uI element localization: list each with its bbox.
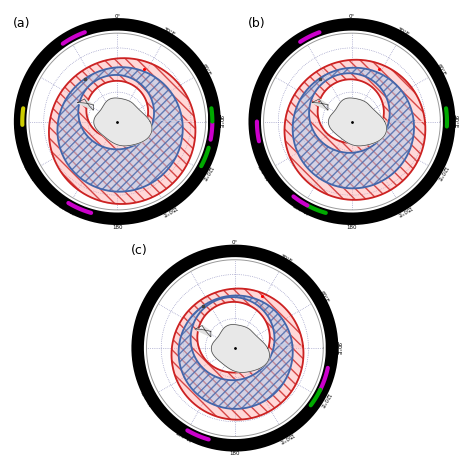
Polygon shape [328, 98, 387, 146]
Polygon shape [284, 60, 425, 200]
Polygon shape [179, 295, 293, 409]
Polygon shape [49, 58, 195, 204]
Text: 30°E: 30°E [162, 27, 176, 38]
Text: 90°W: 90°W [129, 340, 135, 356]
Text: 30°E: 30°E [279, 253, 293, 264]
Polygon shape [211, 325, 270, 372]
Text: 150°W: 150°W [291, 204, 310, 218]
Text: 150°E: 150°E [160, 204, 177, 217]
Text: 150°W: 150°W [174, 430, 193, 444]
Polygon shape [172, 288, 303, 420]
Polygon shape [195, 326, 211, 337]
Text: (b): (b) [247, 17, 265, 30]
Text: 60°E: 60°E [201, 63, 212, 77]
Text: 30°W: 30°W [292, 26, 308, 38]
Text: 120°E: 120°E [318, 391, 330, 408]
Text: 180: 180 [346, 225, 357, 229]
Text: 30°W: 30°W [175, 253, 191, 265]
Text: 120°W: 120°W [21, 164, 35, 182]
Text: (a): (a) [13, 17, 30, 30]
Text: 120°W: 120°W [256, 164, 270, 182]
Text: (c): (c) [130, 244, 147, 257]
Polygon shape [77, 99, 93, 110]
Text: 0°: 0° [232, 240, 238, 245]
Text: 150°E: 150°E [395, 204, 412, 217]
Text: 120°E: 120°E [200, 165, 213, 181]
Text: 90°W: 90°W [12, 114, 17, 129]
Text: 90°W: 90°W [246, 114, 252, 129]
Text: 90°E: 90°E [335, 342, 340, 354]
Text: 30°E: 30°E [396, 27, 410, 38]
Text: 150°E: 150°E [278, 431, 295, 444]
Text: 120°E: 120°E [435, 165, 447, 181]
Text: 60°W: 60°W [22, 62, 34, 78]
Polygon shape [312, 99, 328, 110]
Text: 0°: 0° [114, 14, 120, 18]
Text: 180: 180 [112, 225, 123, 229]
Text: 90°E: 90°E [218, 115, 223, 128]
Text: 180: 180 [229, 451, 240, 456]
Text: 150°W: 150°W [56, 204, 75, 218]
Polygon shape [94, 98, 152, 146]
Text: 0°: 0° [349, 14, 355, 18]
Text: 60°W: 60°W [140, 289, 152, 304]
Text: 60°W: 60°W [257, 62, 269, 78]
Polygon shape [292, 67, 414, 188]
Text: 60°E: 60°E [436, 63, 447, 77]
Text: 90°E: 90°E [452, 115, 457, 128]
Polygon shape [57, 67, 183, 192]
Text: 30°W: 30°W [58, 26, 73, 38]
Text: 120°W: 120°W [139, 390, 153, 409]
Text: 60°E: 60°E [319, 290, 329, 303]
